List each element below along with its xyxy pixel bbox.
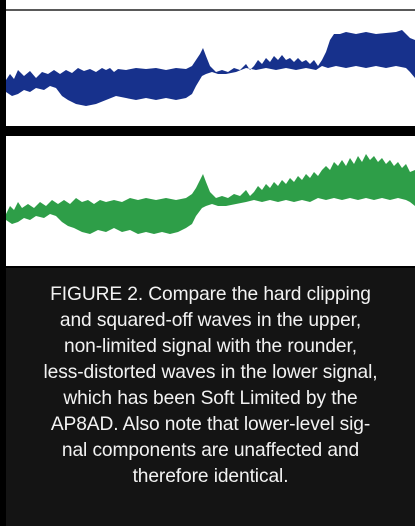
caption-line-2: and squared-off waves in the upper, <box>59 310 362 331</box>
lower-waveform-trace <box>6 154 415 234</box>
upper-waveform-trace <box>6 30 415 106</box>
caption-line-4: less-distorted waves in the lower signal… <box>43 362 378 383</box>
caption-line-5: which has been Soft Limited by the <box>63 388 358 409</box>
caption-line-6: AP8AD. Also note that lower-level sig- <box>50 414 371 435</box>
caption-line-7: nal components are unaffected and <box>61 440 360 461</box>
figure-caption: FIGURE 2. Compare the hard clipping and … <box>6 268 415 526</box>
upper-waveform <box>6 9 415 106</box>
caption-line-1: FIGURE 2. Compare the hard clipping <box>50 284 371 305</box>
lower-waveform <box>6 154 415 234</box>
lower-waveform-panel <box>6 134 415 266</box>
caption-line-3: non-limited signal with the rounder, <box>64 336 357 357</box>
panel-divider <box>6 128 415 131</box>
caption-line-8: therefore identical. <box>132 466 289 487</box>
upper-waveform-panel <box>6 0 415 128</box>
